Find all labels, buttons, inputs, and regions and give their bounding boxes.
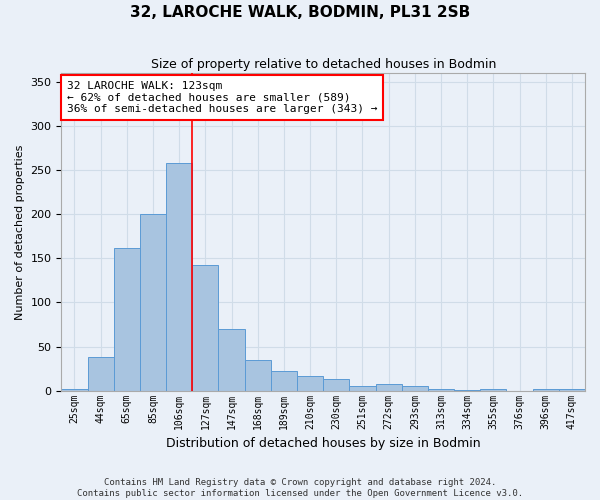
- Bar: [271, 371, 297, 390]
- Text: 32 LAROCHE WALK: 123sqm
← 62% of detached houses are smaller (589)
36% of semi-d: 32 LAROCHE WALK: 123sqm ← 62% of detache…: [67, 81, 377, 114]
- Bar: [323, 379, 349, 390]
- Bar: [166, 163, 193, 390]
- X-axis label: Distribution of detached houses by size in Bodmin: Distribution of detached houses by size …: [166, 437, 481, 450]
- Text: Contains HM Land Registry data © Crown copyright and database right 2024.
Contai: Contains HM Land Registry data © Crown c…: [77, 478, 523, 498]
- Title: Size of property relative to detached houses in Bodmin: Size of property relative to detached ho…: [151, 58, 496, 70]
- Bar: [402, 386, 428, 390]
- Bar: [349, 386, 376, 390]
- Bar: [88, 357, 114, 390]
- Bar: [61, 389, 88, 390]
- Bar: [193, 266, 218, 390]
- Bar: [245, 360, 271, 390]
- Text: 32, LAROCHE WALK, BODMIN, PL31 2SB: 32, LAROCHE WALK, BODMIN, PL31 2SB: [130, 5, 470, 20]
- Bar: [480, 389, 506, 390]
- Bar: [114, 248, 140, 390]
- Bar: [533, 389, 559, 390]
- Bar: [376, 384, 402, 390]
- Bar: [428, 389, 454, 390]
- Bar: [218, 329, 245, 390]
- Y-axis label: Number of detached properties: Number of detached properties: [15, 144, 25, 320]
- Bar: [140, 214, 166, 390]
- Bar: [559, 389, 585, 390]
- Bar: [297, 376, 323, 390]
